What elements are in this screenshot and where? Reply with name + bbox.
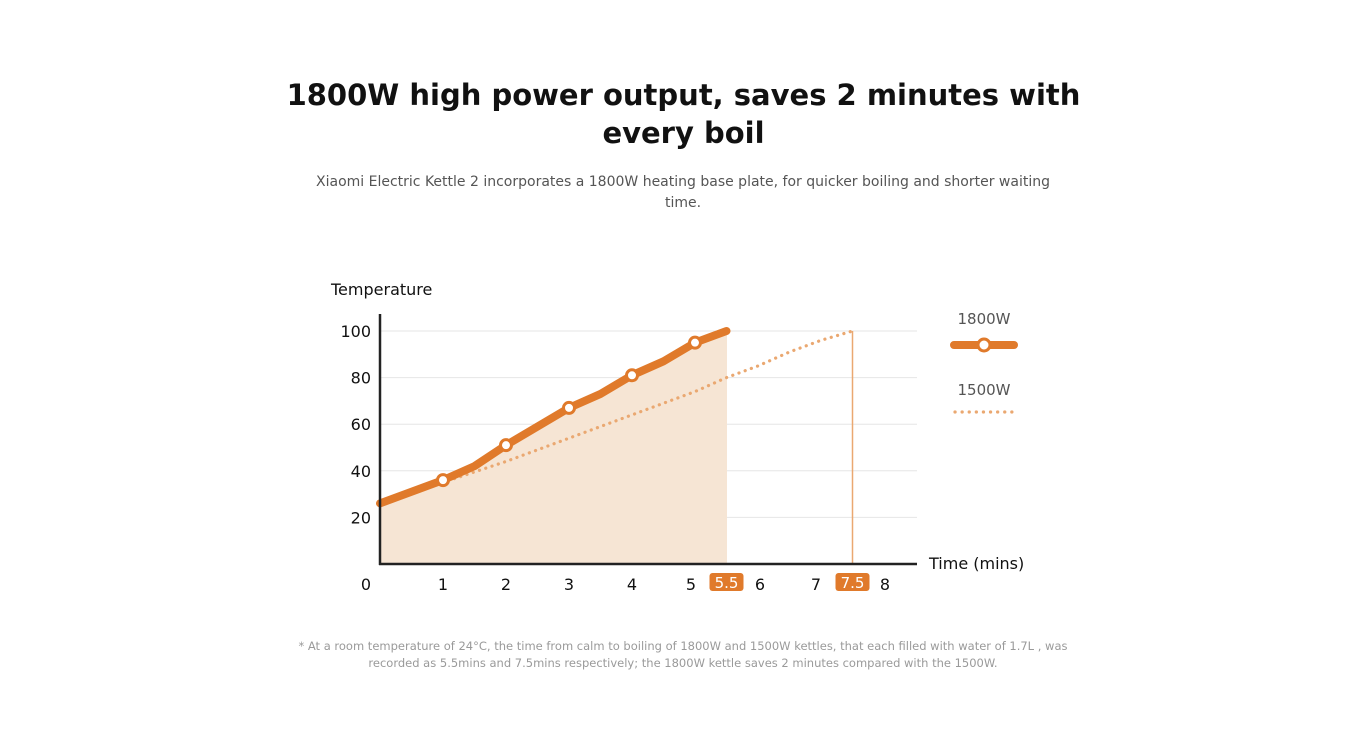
marker-1800w-4 — [625, 368, 639, 383]
page-title-line-1: 1800W high power output, saves 2 minutes… — [286, 78, 1081, 112]
badge-bg-5-5 — [709, 573, 744, 591]
legend: 1800W 1500W — [950, 310, 1018, 414]
badge-bg-7-5 — [835, 573, 870, 591]
y-tick-40: 40 — [351, 462, 371, 481]
marker-1800w-5 — [688, 335, 702, 350]
page-subtitle: Xiaomi Electric Kettle 2 incorporates a … — [316, 174, 1050, 211]
markers-1800w — [436, 335, 702, 488]
x-tick-5: 5 — [686, 575, 696, 594]
legend-label-1500w: 1500W — [957, 381, 1010, 399]
x-tick-0: 0 — [361, 575, 371, 594]
badge-label-5-5: 5.5 — [715, 574, 739, 592]
y-axis-label: Temperature — [330, 280, 432, 299]
page-title-line-2: every boil — [602, 116, 765, 150]
area-fill-1800w — [380, 331, 727, 564]
x-tick-3: 3 — [564, 575, 574, 594]
legend-marker-1800w — [976, 337, 992, 353]
y-tick-80: 80 — [351, 369, 371, 388]
x-axis-label: Time (mins) — [928, 554, 1024, 573]
series-line-1500w — [378, 329, 855, 508]
y-tick-20: 20 — [351, 508, 371, 527]
badge-label-7-5: 7.5 — [841, 574, 865, 592]
boil-time-badges: 5.5 7.5 — [709, 573, 870, 592]
x-tick-2: 2 — [501, 575, 511, 594]
x-tick-labels: 0 1 2 3 4 5 6 7 8 — [361, 575, 890, 594]
x-tick-8: 8 — [880, 575, 890, 594]
marker-1800w-1 — [436, 473, 450, 488]
footnote: * At a room temperature of 24°C, the tim… — [298, 639, 1068, 670]
x-tick-1: 1 — [438, 575, 448, 594]
page-title: 1800W high power output, saves 2 minutes… — [0, 76, 1367, 152]
y-tick-labels: 20 40 60 80 100 — [340, 322, 371, 527]
marker-1800w-3 — [562, 400, 576, 415]
x-tick-6: 6 — [755, 575, 765, 594]
marker-1800w-2 — [499, 438, 513, 453]
y-tick-100: 100 — [340, 322, 371, 341]
legend-label-1800w: 1800W — [957, 310, 1010, 328]
y-tick-60: 60 — [351, 415, 371, 434]
x-tick-7: 7 — [811, 575, 821, 594]
x-tick-4: 4 — [627, 575, 637, 594]
